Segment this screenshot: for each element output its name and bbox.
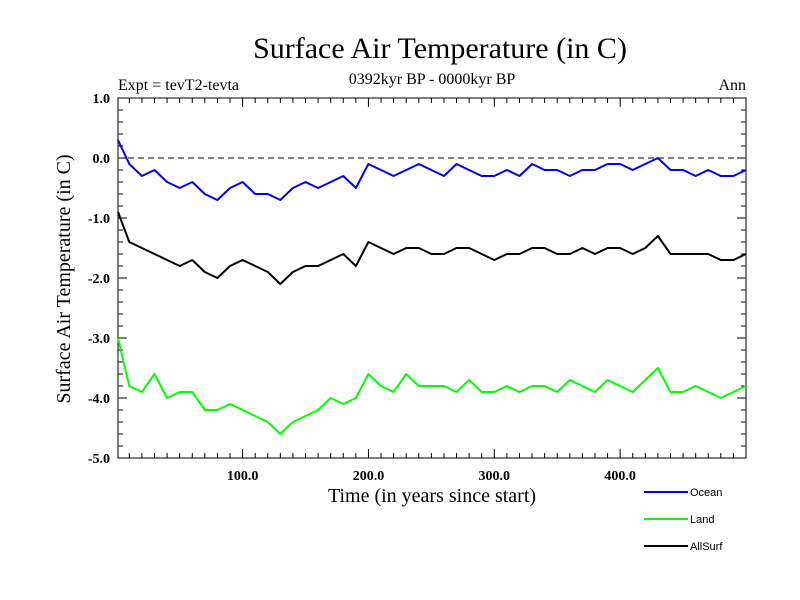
y-tick-label: -1.0 [88,212,110,227]
y-tick-label: -3.0 [88,332,110,347]
chart-subtitle: 0392kyr BP - 0000kyr BP [349,71,516,88]
series-line-ocean [117,139,747,201]
y-axis-label: Surface Air Temperature (in C) [53,154,75,403]
plot-frame [117,97,747,459]
x-tick-label: 400.0 [604,469,636,484]
expt-label: Expt = tevT2-tevta [118,77,239,94]
y-tick-label: 1.0 [93,92,111,107]
legend-label-allsurf: AllSurf [690,541,723,553]
legend-label-land: Land [690,514,714,526]
legend-label-ocean: Ocean [690,487,722,499]
x-tick-label: 300.0 [479,469,511,484]
series-line-allsurf [117,211,747,285]
x-tick-label: 100.0 [227,469,259,484]
plot-area: -5.0 -4.0 -3.0 -2.0 -1.0 0.0 1.0 100.0 200.0 300.… [88,92,747,484]
y-tick-label: -4.0 [88,392,110,407]
series-line-land [117,337,747,435]
x-axis-label: Time (in years since start) [328,485,536,507]
y-tick-label: -5.0 [88,452,110,467]
legend: Ocean Land AllSurf [644,487,723,553]
y-tick-label: -2.0 [88,272,110,287]
x-tick-label: 200.0 [353,469,385,484]
chart-title: Surface Air Temperature (in C) [253,32,627,65]
season-label: Ann [718,77,746,94]
y-tick-label: 0.0 [93,152,111,167]
